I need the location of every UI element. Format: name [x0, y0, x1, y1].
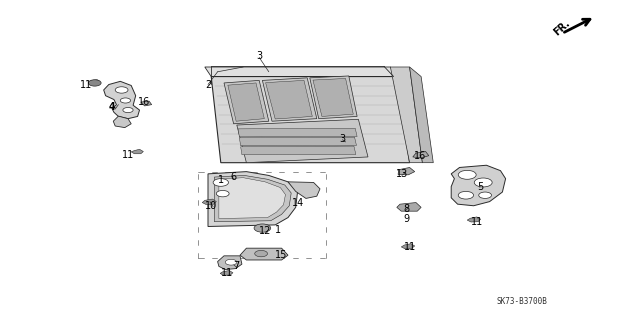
Text: 7: 7	[234, 261, 240, 271]
Polygon shape	[410, 67, 433, 163]
Polygon shape	[313, 78, 353, 116]
Text: 14: 14	[291, 197, 304, 208]
Polygon shape	[467, 217, 481, 222]
Text: 15: 15	[275, 250, 288, 260]
Text: 4: 4	[109, 102, 115, 112]
Circle shape	[123, 108, 133, 113]
Text: 2: 2	[205, 79, 211, 90]
Circle shape	[115, 87, 128, 93]
Circle shape	[474, 178, 492, 187]
Polygon shape	[238, 128, 357, 137]
Text: 16: 16	[138, 97, 150, 107]
Circle shape	[225, 259, 237, 265]
Text: 12: 12	[259, 226, 272, 236]
Circle shape	[479, 192, 492, 198]
Text: FR.: FR.	[552, 18, 572, 38]
Polygon shape	[131, 149, 143, 154]
Polygon shape	[211, 77, 410, 163]
Polygon shape	[262, 78, 317, 121]
Text: 11: 11	[80, 79, 93, 90]
Text: 1: 1	[275, 225, 282, 235]
Polygon shape	[401, 244, 415, 249]
Polygon shape	[89, 80, 100, 84]
Polygon shape	[390, 67, 422, 163]
Polygon shape	[240, 248, 288, 260]
Text: SK73-B3700B: SK73-B3700B	[496, 297, 547, 306]
Polygon shape	[218, 256, 242, 270]
Polygon shape	[205, 67, 397, 77]
Text: 13: 13	[396, 169, 408, 179]
Circle shape	[255, 250, 268, 257]
Text: 1: 1	[218, 175, 224, 185]
Text: 9: 9	[403, 213, 410, 224]
Polygon shape	[397, 203, 421, 211]
Polygon shape	[141, 101, 152, 106]
Circle shape	[120, 98, 131, 103]
Text: 11: 11	[470, 217, 483, 227]
Polygon shape	[310, 76, 357, 119]
Polygon shape	[220, 271, 233, 275]
Polygon shape	[219, 178, 285, 219]
Polygon shape	[398, 167, 415, 175]
Polygon shape	[239, 137, 356, 146]
Polygon shape	[214, 175, 291, 222]
Circle shape	[458, 191, 474, 199]
Polygon shape	[228, 83, 264, 121]
Polygon shape	[208, 172, 298, 226]
Text: 8: 8	[403, 204, 410, 214]
Text: 10: 10	[205, 201, 218, 211]
Text: 11: 11	[403, 242, 416, 252]
Text: 3: 3	[339, 134, 346, 144]
Text: 11: 11	[122, 150, 134, 160]
Text: 6: 6	[230, 172, 237, 182]
Circle shape	[254, 224, 271, 232]
Circle shape	[216, 190, 229, 197]
Polygon shape	[266, 80, 312, 119]
Text: 3: 3	[256, 51, 262, 61]
Polygon shape	[113, 116, 131, 128]
Polygon shape	[451, 165, 506, 206]
Polygon shape	[241, 146, 356, 155]
Text: 5: 5	[477, 182, 483, 192]
Text: 11: 11	[221, 268, 234, 278]
Polygon shape	[237, 119, 368, 163]
Polygon shape	[224, 80, 269, 124]
Text: 16: 16	[414, 151, 427, 161]
Polygon shape	[104, 81, 140, 119]
Circle shape	[458, 170, 476, 179]
Polygon shape	[202, 199, 216, 204]
Circle shape	[88, 80, 101, 86]
Circle shape	[213, 179, 228, 186]
Polygon shape	[288, 182, 320, 198]
Polygon shape	[413, 152, 429, 158]
